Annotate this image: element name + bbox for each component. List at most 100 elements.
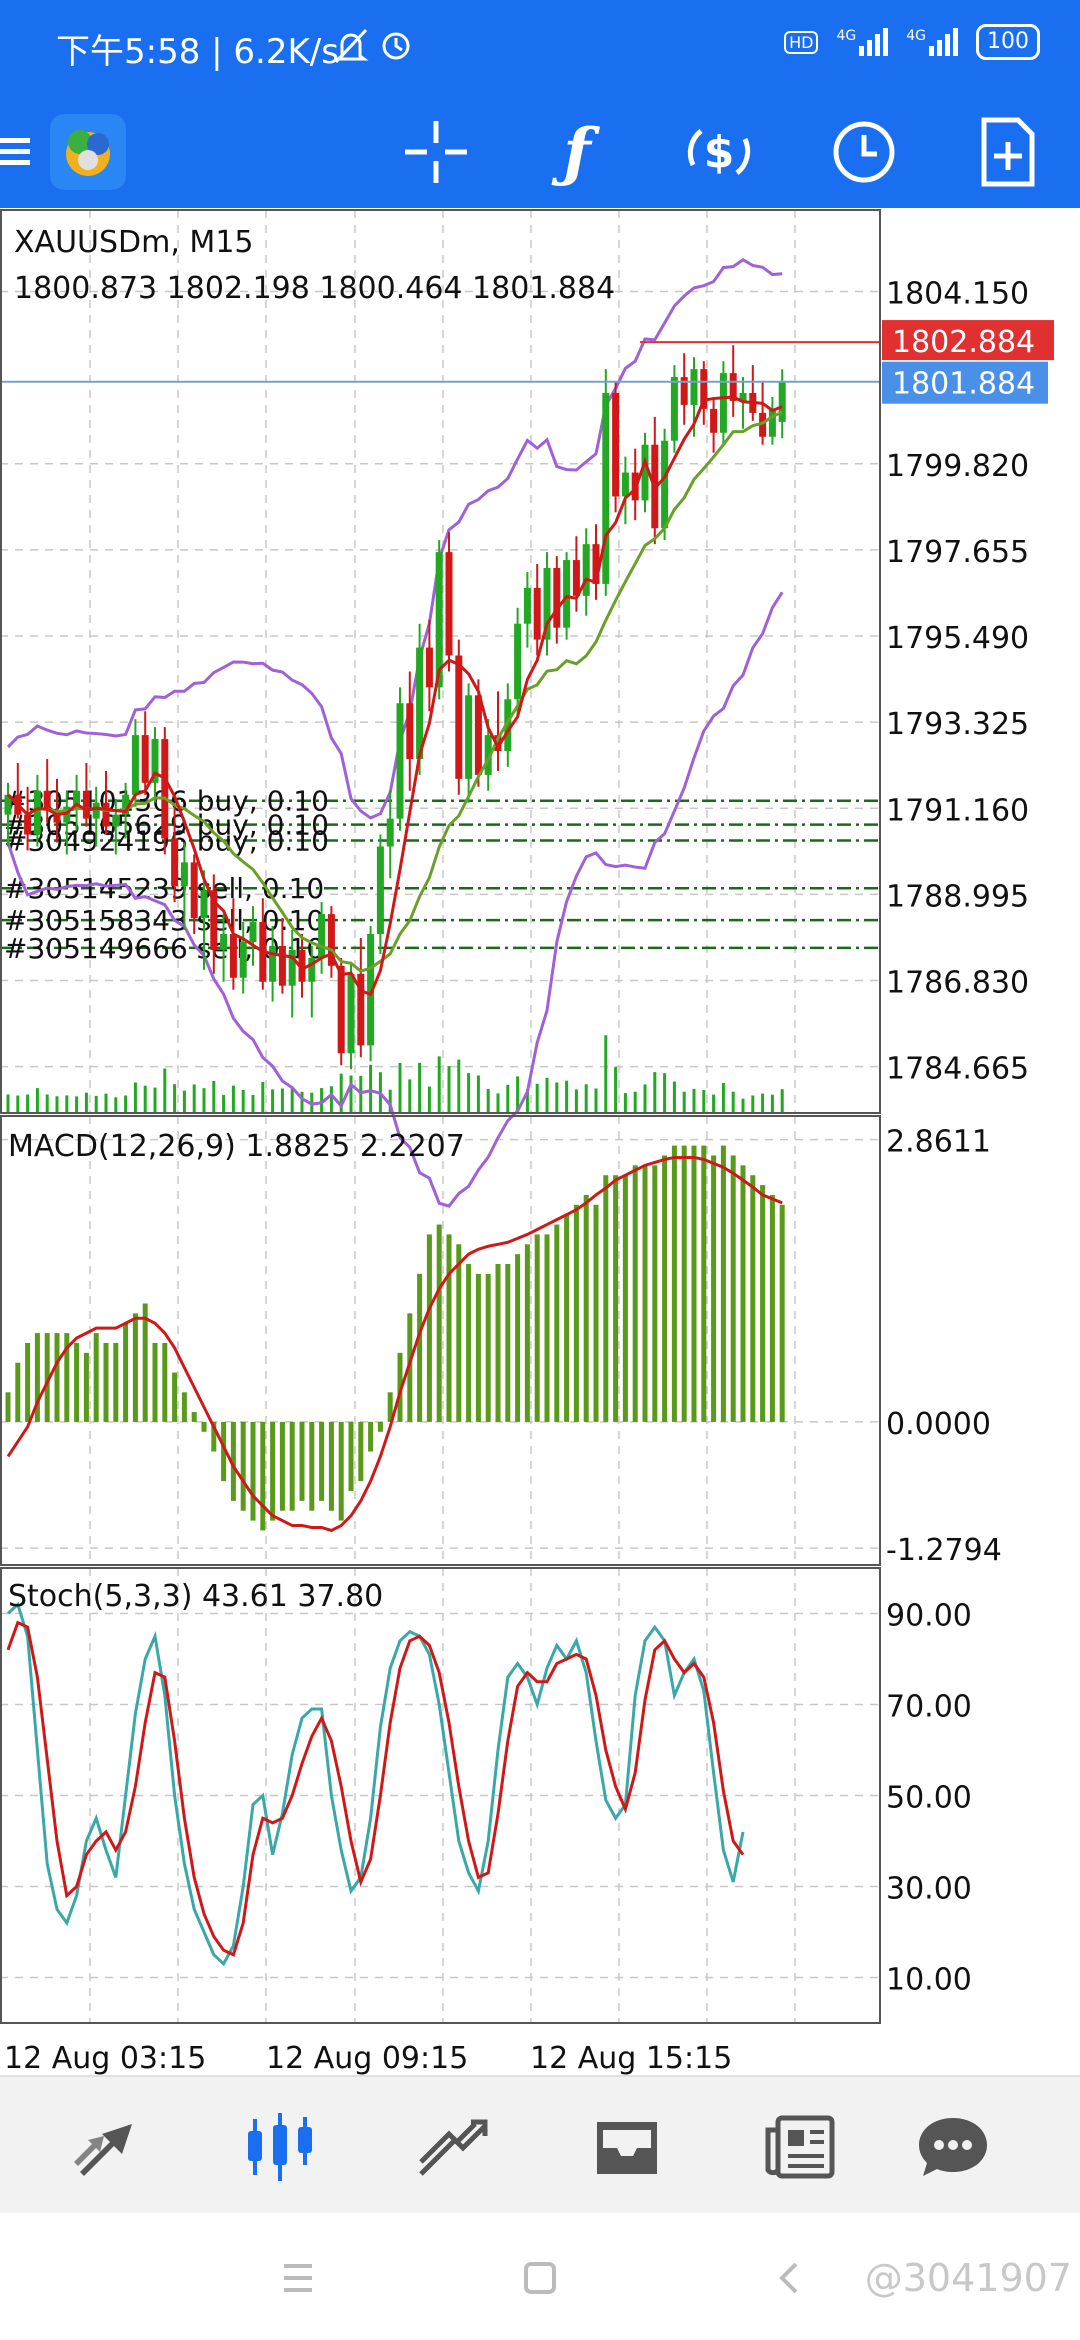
candle-body	[680, 377, 688, 405]
axis-labels: 1804.150 1799.820 1797.655 1795.490 1793.325…	[4, 225, 1029, 2076]
chart-icon[interactable]	[235, 2105, 325, 2189]
candle-body	[249, 922, 257, 942]
candle-body	[229, 933, 237, 978]
back-icon[interactable]	[760, 2253, 820, 2303]
macd-histogram-bar	[485, 1273, 491, 1422]
messages-icon[interactable]	[908, 2105, 998, 2189]
macd-histogram-bar	[34, 1333, 40, 1422]
price-tick-label: 1784.665	[886, 1052, 1029, 1087]
signal-2: 4G	[906, 28, 958, 56]
candle-body	[122, 794, 130, 815]
chart-area[interactable]: #305101306 buy, 0.10#305165629 buy, 0.10…	[0, 208, 1080, 2078]
macd-histogram-bar	[338, 1421, 344, 1521]
macd-signal-line	[6, 1155, 783, 1533]
candle-body	[504, 699, 512, 752]
crosshair-icon[interactable]	[394, 110, 478, 194]
history-icon[interactable]	[582, 2105, 672, 2189]
candle-body	[33, 790, 41, 835]
macd-histogram-bar	[74, 1342, 80, 1422]
macd-panel	[5, 1145, 785, 1533]
timeframe-icon[interactable]	[822, 110, 906, 194]
news-icon[interactable]	[755, 2105, 845, 2189]
candle-body	[690, 369, 698, 405]
candle-body	[151, 739, 159, 783]
app-logo[interactable]	[46, 110, 130, 194]
macd-tick-label: 2.8611	[886, 1125, 991, 1160]
macd-histogram-bar	[652, 1165, 658, 1422]
candle-body	[190, 862, 198, 919]
macd-histogram-bar	[368, 1421, 374, 1452]
macd-histogram-bar	[142, 1303, 148, 1422]
candle-body	[288, 949, 296, 986]
candle-body	[641, 444, 649, 501]
system-nav	[0, 2213, 1080, 2340]
trade-icon[interactable]: $	[677, 110, 761, 194]
recents-icon[interactable]	[268, 2253, 328, 2303]
candle-body	[455, 655, 463, 779]
stoch-tick-label: 90.00	[886, 1599, 972, 1634]
macd-histogram-bar	[113, 1342, 119, 1422]
macd-histogram-bar	[642, 1165, 648, 1422]
price-level-lines: 1802.884 1801.884	[0, 320, 1054, 404]
price-tick-label: 1786.830	[886, 966, 1029, 1001]
macd-histogram-bar	[328, 1421, 334, 1511]
candle-body	[386, 818, 394, 847]
price-tick-label: 1799.820	[886, 449, 1029, 484]
home-icon[interactable]	[510, 2253, 570, 2303]
ask-price-box	[882, 320, 1054, 361]
hd-badge: HD	[784, 30, 819, 54]
macd-histogram-bar	[289, 1421, 295, 1511]
candle-body	[406, 703, 414, 759]
macd-histogram-bar	[211, 1421, 217, 1452]
macd-histogram-bar	[162, 1342, 168, 1422]
trade-nav-icon[interactable]	[408, 2105, 498, 2189]
macd-histogram-bar	[671, 1145, 677, 1422]
menu-icon[interactable]	[0, 110, 40, 194]
macd-histogram-bar	[711, 1155, 717, 1422]
macd-histogram-bar	[309, 1421, 315, 1511]
indicators-icon[interactable]: ƒ	[563, 114, 591, 190]
candle-body	[102, 802, 110, 827]
macd-histogram-bar	[622, 1175, 628, 1422]
candle-body	[759, 412, 767, 437]
candle-body	[220, 933, 228, 950]
svg-text:$: $	[704, 127, 735, 178]
macd-histogram-bar	[132, 1313, 138, 1422]
macd-histogram-bar	[505, 1264, 511, 1422]
macd-histogram-bar	[64, 1333, 70, 1422]
bollinger-bands	[6, 257, 784, 1208]
macd-histogram-bar	[544, 1234, 550, 1422]
macd-histogram-bar	[93, 1333, 99, 1422]
candle-body	[592, 544, 600, 584]
mute-bell-icon	[336, 33, 369, 61]
candle-body	[53, 810, 61, 823]
new-order-icon[interactable]	[966, 110, 1050, 194]
watermark: @3041907	[864, 2256, 1072, 2300]
candle-body	[298, 949, 306, 982]
macd-histogram-bar	[515, 1254, 521, 1422]
macd-label: MACD(12,26,9) 1.8825 2.2207	[8, 1129, 465, 1164]
macd-histogram-bar	[593, 1204, 599, 1422]
macd-histogram-bar	[103, 1342, 109, 1422]
macd-histogram-bar	[750, 1175, 756, 1422]
candle-body	[347, 973, 355, 1054]
bottom-nav	[0, 2075, 1080, 2215]
macd-histogram-bar	[172, 1372, 178, 1422]
candle-body	[318, 914, 326, 958]
candle-body	[337, 965, 345, 1054]
stoch-tick-label: 30.00	[886, 1872, 972, 1907]
quotes-icon[interactable]	[63, 2105, 153, 2189]
candle-body	[553, 568, 561, 628]
battery-indicator: 100	[976, 24, 1040, 60]
candle-body	[572, 560, 580, 596]
macd-histogram-bar	[44, 1333, 50, 1422]
candle-body	[396, 703, 404, 819]
status-bar: 下午5:58 | 6.2K/s HD 4G 4G 100	[0, 0, 1080, 96]
candlesticks	[4, 345, 786, 1070]
macd-histogram-bar	[348, 1421, 354, 1491]
candle-body	[43, 790, 51, 811]
candle-body	[425, 647, 433, 688]
candle-body	[563, 560, 571, 628]
macd-histogram-bar	[279, 1421, 285, 1511]
macd-histogram-bar	[495, 1264, 501, 1422]
